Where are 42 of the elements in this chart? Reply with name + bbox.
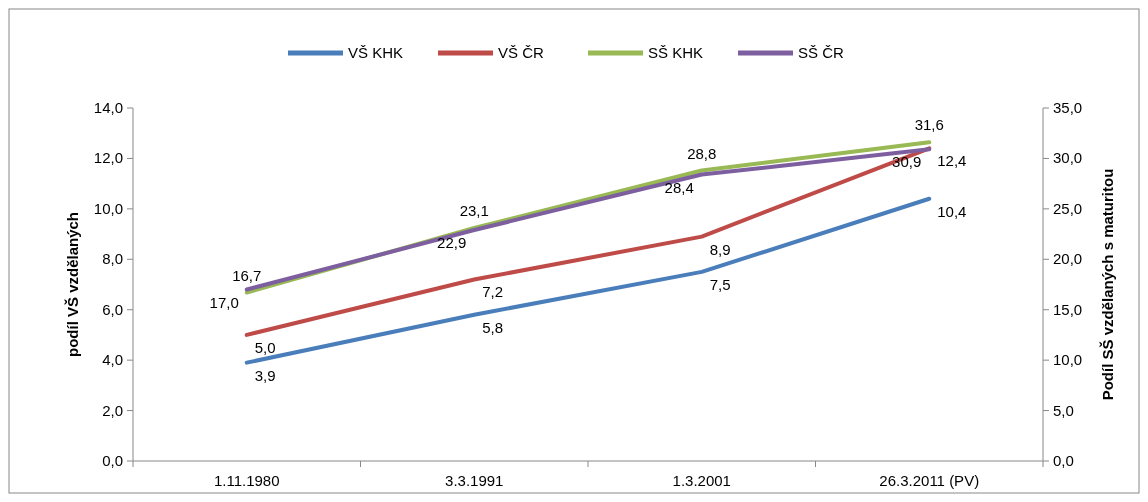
legend-label: SŠ KHK bbox=[648, 44, 704, 61]
x-tick-label: 3.3.1991 bbox=[445, 472, 504, 489]
legend-label: SŠ ČR bbox=[798, 44, 845, 61]
data-label: 23,1 bbox=[459, 202, 489, 220]
y-tick-label: 6,0 bbox=[102, 300, 123, 318]
x-tick-label: 1.3.2001 bbox=[672, 472, 731, 489]
y2-tick-label: 0,0 bbox=[1053, 452, 1074, 469]
x-tick-label: 1.11.1980 bbox=[213, 472, 280, 489]
y2-tick-label: 20,0 bbox=[1053, 250, 1083, 268]
y-tick-label: 14,0 bbox=[93, 99, 123, 116]
y-tick-label: 10,0 bbox=[93, 199, 123, 217]
y-tick-label: 8,0 bbox=[102, 250, 123, 268]
y2-tick-label: 35,0 bbox=[1053, 99, 1083, 116]
data-label: 12,4 bbox=[937, 152, 967, 170]
data-label: 3,9 bbox=[254, 366, 276, 384]
legend-label: VŠ ČR bbox=[498, 44, 545, 61]
y2-tick-label: 10,0 bbox=[1053, 351, 1083, 369]
data-label: 31,6 bbox=[914, 116, 944, 134]
data-label: 7,2 bbox=[482, 283, 504, 301]
y2-tick-label: 25,0 bbox=[1053, 199, 1083, 217]
x-tick-label: 26.3.2011 (PV) bbox=[879, 472, 980, 489]
data-label: 28,8 bbox=[687, 144, 717, 162]
data-label: 22,9 bbox=[437, 234, 467, 252]
y-axis-title: podíl VŠ vzdělaných bbox=[64, 211, 81, 358]
y2-tick-label: 30,0 bbox=[1053, 149, 1083, 167]
y-tick-label: 4,0 bbox=[102, 351, 123, 369]
data-label: 5,0 bbox=[254, 338, 276, 356]
y2-tick-label: 15,0 bbox=[1053, 300, 1083, 318]
y2-tick-label: 5,0 bbox=[1053, 401, 1074, 419]
y-tick-label: 12,0 bbox=[93, 149, 123, 167]
data-label: 8,9 bbox=[709, 240, 731, 258]
y-tick-label: 0,0 bbox=[102, 452, 123, 469]
y-tick-label: 2,0 bbox=[102, 401, 123, 419]
legend-label: VŠ KHK bbox=[348, 44, 404, 61]
data-label: 28,4 bbox=[664, 178, 694, 196]
data-label: 30,9 bbox=[892, 153, 922, 171]
data-label: 10,4 bbox=[937, 202, 967, 220]
data-label: 17,0 bbox=[209, 293, 239, 311]
data-label: 7,5 bbox=[709, 275, 731, 293]
y2-axis-title: Podíl SŠ vzdělaných s maturitou bbox=[1099, 168, 1116, 401]
data-label: 5,8 bbox=[482, 318, 504, 336]
data-label: 16,7 bbox=[232, 266, 262, 284]
